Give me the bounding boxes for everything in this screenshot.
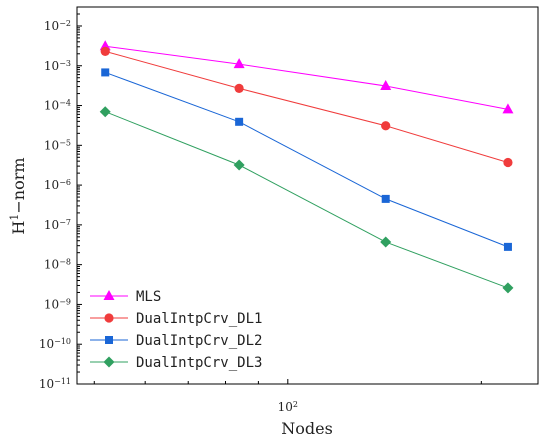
y-tick-label: 10−10 — [39, 337, 71, 352]
series-line — [105, 111, 509, 289]
data-point — [503, 242, 512, 251]
y-tick-label-exp: −6 — [59, 178, 71, 187]
legend-label: DualIntpCrv_DL1 — [136, 311, 262, 327]
data-point — [380, 236, 392, 248]
data-point — [235, 117, 244, 126]
y-tick-label-exp: −5 — [59, 138, 71, 147]
data-point — [100, 46, 110, 56]
legend-item: DualIntpCrv_DL1 — [90, 311, 262, 327]
data-point — [233, 159, 245, 171]
y-tick-label: 10−2 — [44, 18, 71, 33]
legend-marker — [105, 336, 113, 344]
y-tick-label: 10−5 — [44, 138, 71, 153]
data-point — [101, 68, 110, 77]
y-tick-label-base: 10 — [44, 297, 59, 311]
data-point — [502, 103, 514, 114]
data-point — [380, 79, 392, 90]
y-tick-label-exp: −8 — [59, 257, 71, 266]
y-tick-label-exp: −3 — [59, 58, 71, 67]
y-tick-label: 10−7 — [44, 217, 71, 232]
legend-item: DualIntpCrv_DL2 — [90, 333, 262, 349]
y-tick-label-base: 10 — [44, 178, 59, 192]
data-point — [503, 157, 513, 168]
x-axis-label: Nodes — [281, 419, 333, 438]
y-axis-label-main: H — [9, 221, 28, 235]
y-tick-label-exp: −4 — [59, 98, 71, 107]
legend-item: MLS — [90, 289, 161, 305]
y-tick-label: 10−8 — [44, 257, 71, 272]
y-tick-label-exp: −7 — [59, 217, 71, 226]
y-tick-label-exp: −11 — [54, 377, 71, 386]
data-point — [502, 282, 514, 294]
legend-label: MLS — [136, 289, 161, 305]
legend-marker — [103, 290, 115, 300]
y-tick-label: 10−4 — [44, 98, 71, 113]
tick-layer: 10−210−310−410−510−610−710−810−910−1010−… — [39, 6, 482, 415]
y-tick-label: 10−9 — [44, 297, 71, 312]
data-point — [99, 106, 111, 118]
x-tick-label-base: 10 — [278, 400, 293, 414]
y-axis-label: H1−norm — [8, 157, 29, 234]
x-tick-label-exp: 2 — [293, 400, 298, 409]
series-2 — [100, 46, 513, 168]
series-line — [105, 71, 509, 248]
y-tick-label: 10−3 — [44, 58, 71, 73]
data-point — [381, 194, 390, 203]
series-layer — [99, 40, 514, 294]
legend-item: DualIntpCrv_DL3 — [90, 355, 262, 371]
legend: MLS DualIntpCrv_DL1 DualIntpCrv_DL2 DualInt… — [90, 289, 262, 371]
series-line — [105, 45, 509, 110]
y-tick-label-base: 10 — [44, 19, 59, 33]
y-tick-label-base: 10 — [39, 377, 54, 391]
y-tick-label-base: 10 — [44, 258, 59, 272]
y-tick-label-base: 10 — [44, 99, 59, 113]
y-tick-label-base: 10 — [39, 337, 54, 351]
legend-marker — [104, 313, 114, 323]
y-tick-label-exp: −9 — [59, 297, 71, 306]
legend-label: DualIntpCrv_DL3 — [136, 355, 262, 371]
y-tick-label: 10−6 — [44, 178, 71, 193]
legend-marker — [103, 356, 115, 368]
y-axis-label-rest: −norm — [9, 157, 28, 213]
y-axis-label-sup: 1 — [8, 214, 21, 221]
y-tick-label: 10−11 — [39, 377, 71, 392]
data-point — [234, 83, 244, 93]
y-tick-label-exp: −10 — [54, 337, 71, 346]
series-4 — [99, 106, 514, 294]
legend-label: DualIntpCrv_DL2 — [136, 333, 262, 349]
x-tick-label: 102 — [278, 400, 298, 415]
y-tick-label-base: 10 — [44, 59, 59, 73]
y-tick-label-base: 10 — [44, 138, 59, 152]
plot-frame — [76, 6, 539, 385]
series-line — [105, 50, 509, 163]
y-tick-label-base: 10 — [44, 218, 59, 232]
series-3 — [101, 68, 512, 251]
series-1 — [99, 40, 514, 114]
y-tick-label-exp: −2 — [59, 18, 71, 27]
data-point — [233, 58, 245, 69]
data-point — [381, 121, 391, 131]
